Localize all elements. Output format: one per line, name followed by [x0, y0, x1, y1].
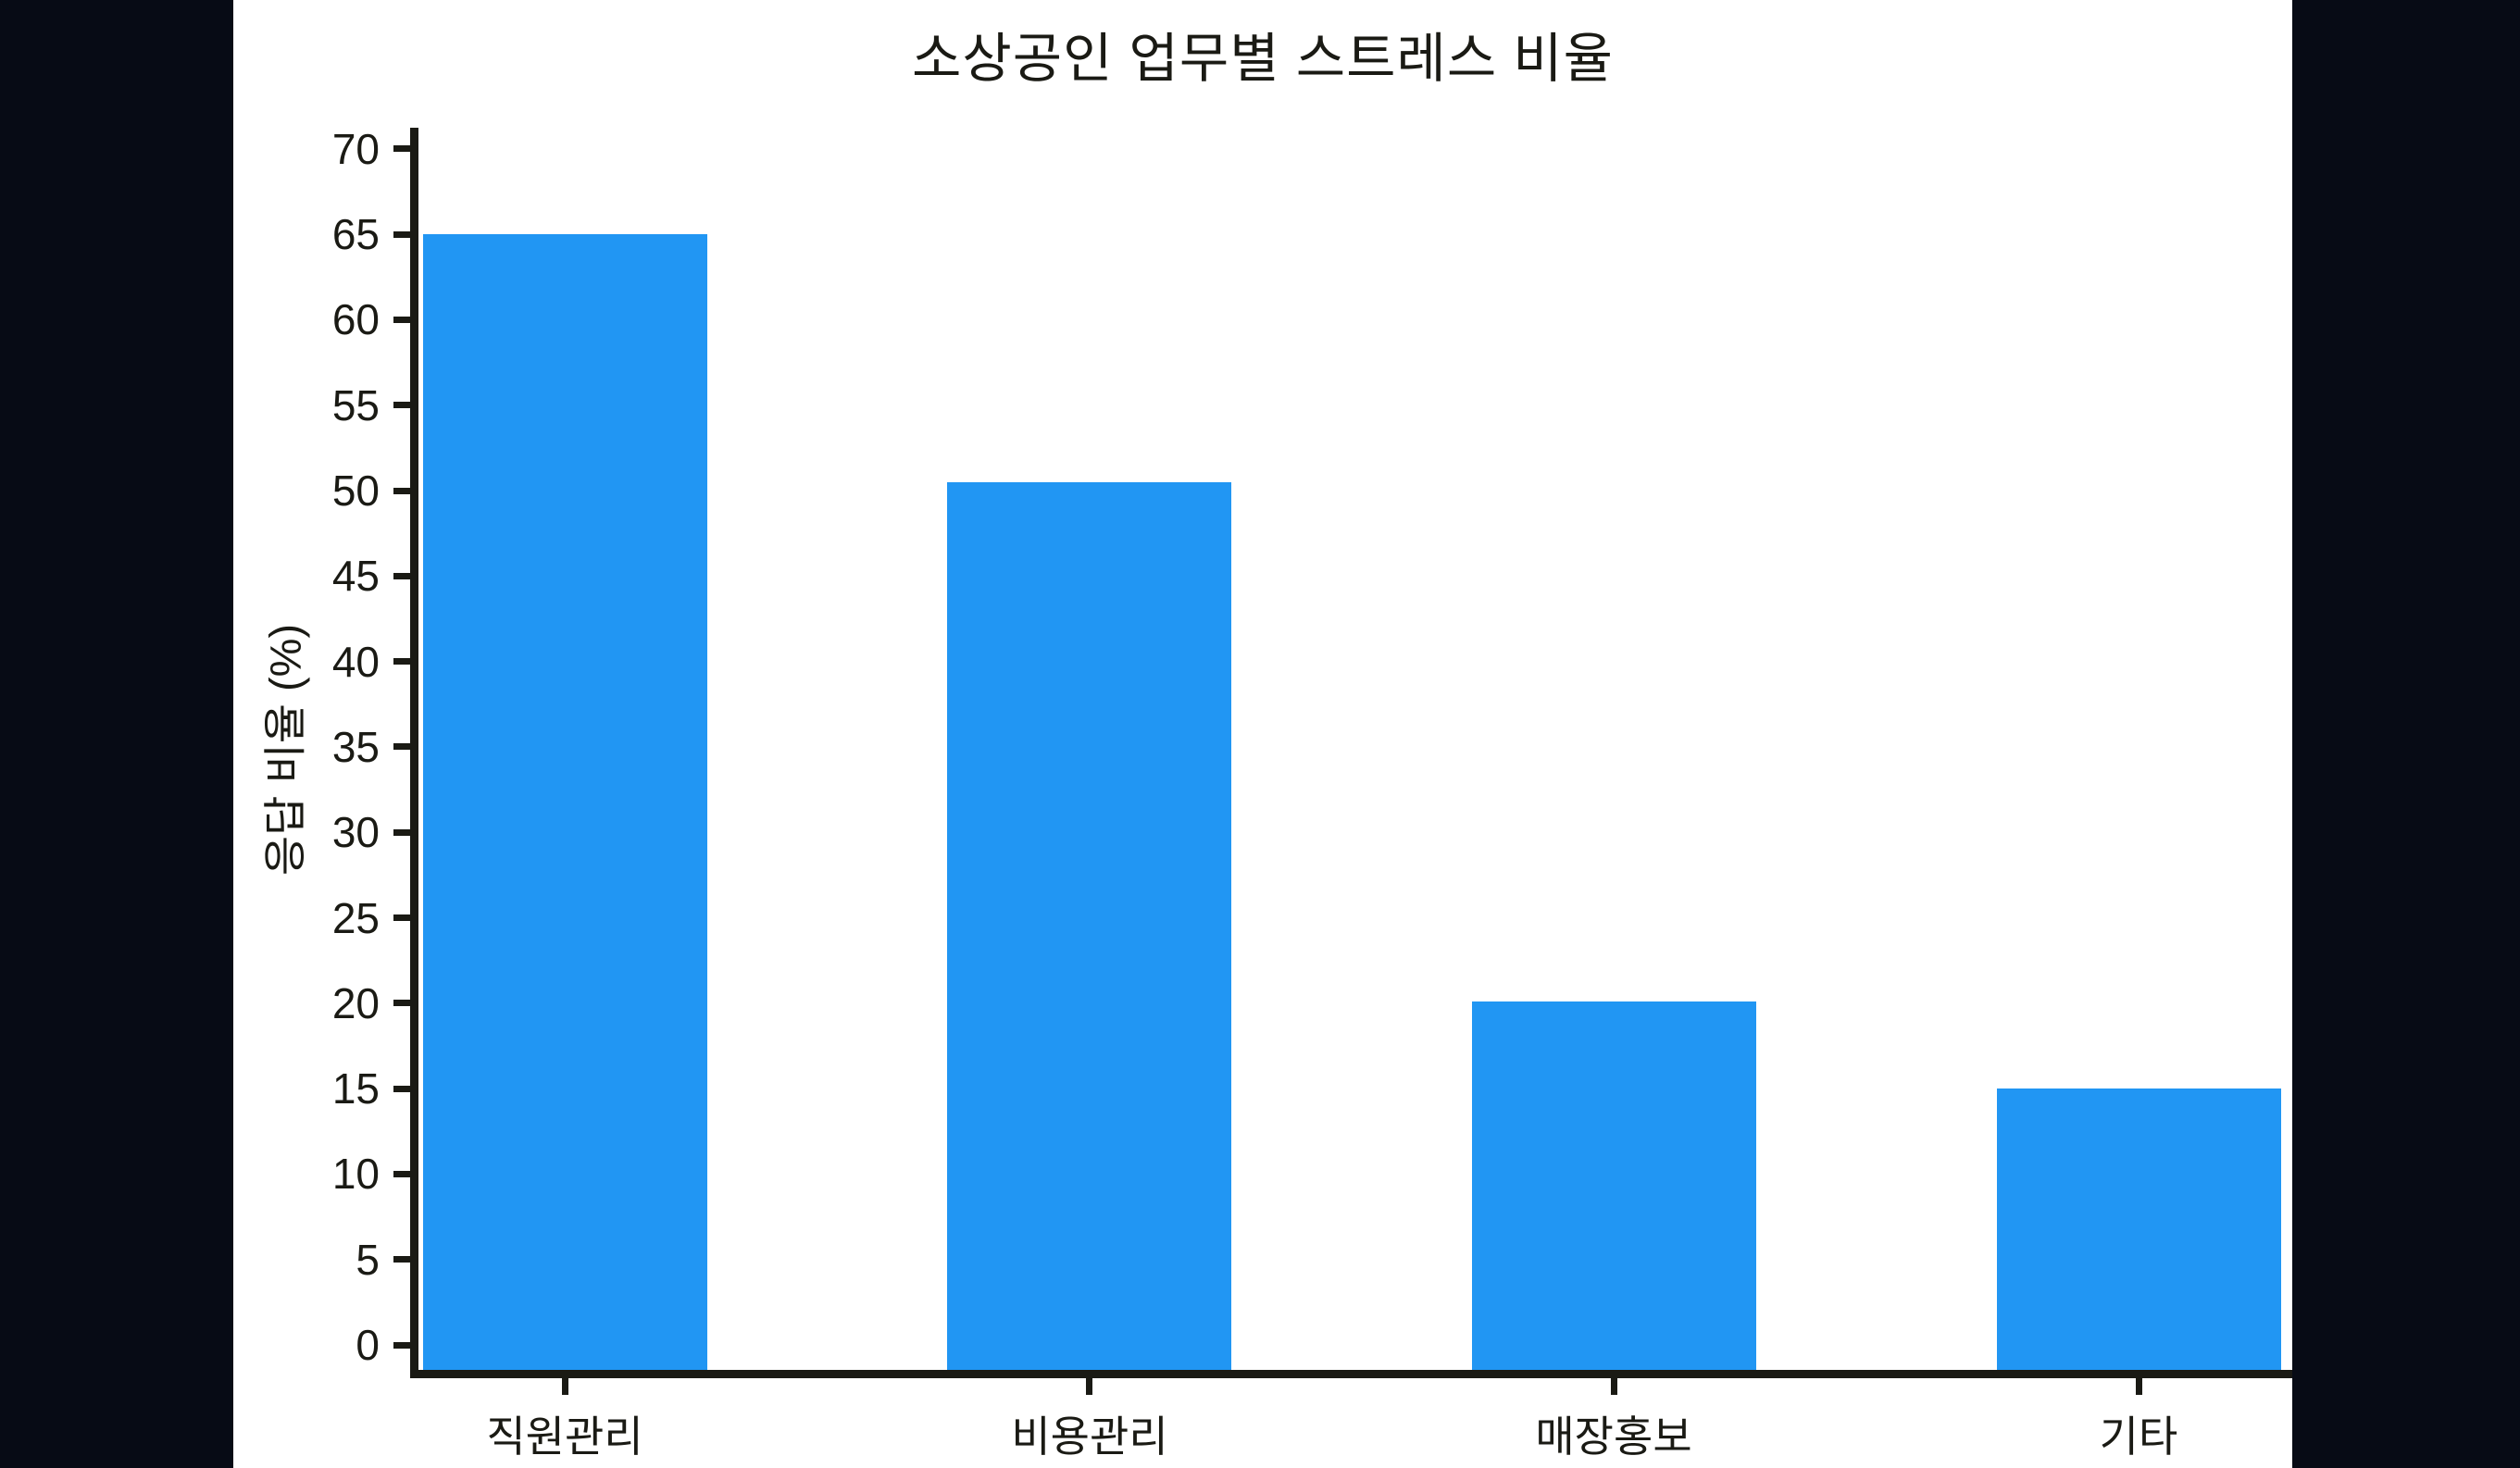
x-tick-label: 직원관리 [486, 1412, 643, 1461]
y-tick-label: 70 [331, 125, 380, 173]
y-tick-label: 60 [331, 295, 380, 343]
y-tick-mark [393, 1342, 410, 1349]
y-tick-label: 45 [331, 552, 380, 600]
y-tick-mark [393, 1171, 410, 1177]
y-tick-mark [393, 145, 410, 152]
y-tick-label: 55 [331, 381, 380, 429]
y-axis-label: 응답 비율 (%) [260, 623, 310, 877]
y-tick-label: 0 [356, 1321, 380, 1369]
chart-title: 소상공인 업무별 스트레스 비율 [911, 29, 1615, 89]
y-tick-label: 65 [331, 210, 380, 258]
y-axis-spine [410, 128, 418, 1378]
x-tick-mark [1611, 1378, 1617, 1395]
y-tick-mark [393, 1086, 410, 1092]
y-tick-mark [393, 914, 410, 921]
y-tick-label: 10 [331, 1150, 380, 1198]
y-tick-label: 40 [331, 638, 380, 686]
x-tick-mark [1086, 1378, 1092, 1395]
bar-1 [423, 234, 707, 1370]
y-tick-mark [393, 573, 410, 579]
y-tick-label: 25 [331, 894, 380, 942]
y-tick-label: 50 [331, 467, 380, 515]
y-tick-label: 15 [331, 1064, 380, 1113]
x-axis-spine [410, 1370, 2292, 1378]
y-tick-mark [393, 231, 410, 238]
x-tick-label: 비용관리 [1011, 1412, 1168, 1461]
y-tick-mark [393, 658, 410, 665]
y-tick-label: 35 [331, 723, 380, 771]
y-tick-mark [393, 1000, 410, 1006]
x-tick-mark [562, 1378, 568, 1395]
chart-figure: 소상공인 업무별 스트레스 비율 응답 비율 (%) 0 5 10 15 20 25 30 3… [233, 0, 2292, 1468]
y-tick-mark [393, 488, 410, 494]
y-tick-label: 30 [331, 808, 380, 856]
x-tick-label: 기타 [2099, 1412, 2178, 1461]
bar-3 [1472, 1001, 1756, 1370]
y-tick-mark [393, 743, 410, 750]
y-tick-label: 20 [331, 979, 380, 1027]
y-tick-mark [393, 402, 410, 408]
bar-4 [1997, 1089, 2281, 1370]
y-tick-mark [393, 829, 410, 836]
x-tick-mark [2136, 1378, 2142, 1395]
y-tick-mark [393, 1256, 410, 1263]
y-tick-mark [393, 317, 410, 323]
y-tick-label: 5 [356, 1236, 380, 1284]
x-tick-label: 매장홍보 [1535, 1412, 1692, 1461]
bar-2 [947, 482, 1231, 1370]
